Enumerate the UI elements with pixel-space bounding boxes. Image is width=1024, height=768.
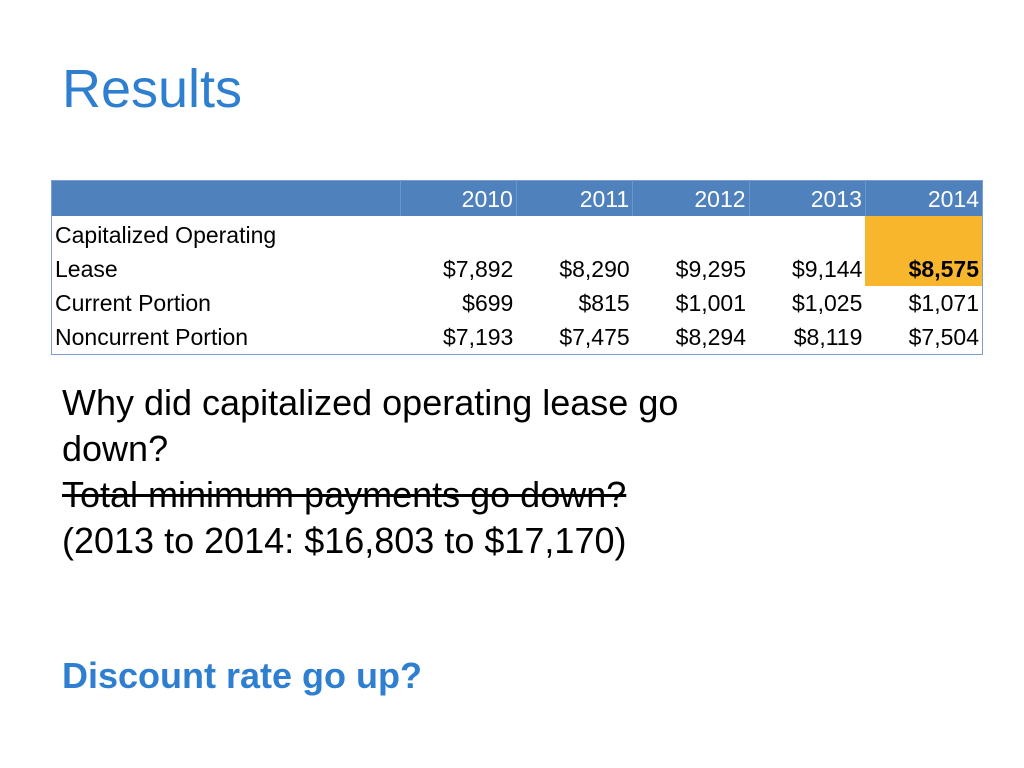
header-2010: 2010 <box>399 180 517 216</box>
struck-line: Total minimum payments go down? <box>62 474 627 515</box>
table-row: Capitalized Operating Lease $7,892 $8,29… <box>52 216 983 286</box>
answer-line: Discount rate go up? <box>62 655 422 696</box>
cell-value: $9,144 <box>792 256 863 282</box>
cell-value: $7,892 <box>442 256 514 282</box>
table-row: Noncurrent Portion $7,193 $7,475 $8,294 … <box>52 320 983 355</box>
row-label-capitalized-operating-lease: Capitalized Operating Lease <box>52 216 401 286</box>
row-label-line1: Capitalized Operating <box>55 222 277 248</box>
cell-value: $1,071 <box>908 290 979 316</box>
cell-value: $8,294 <box>675 324 747 350</box>
cell-value: $7,193 <box>442 324 514 350</box>
table-row: Current Portion $699 $815 $1,001 $1,025 … <box>52 286 983 320</box>
cell-value: $7,475 <box>559 324 630 350</box>
question-line2: down? <box>62 428 169 469</box>
highlighted-cell-value: $8,575 <box>865 216 983 286</box>
cell-value: $8,290 <box>559 256 630 282</box>
detail-line: (2013 to 2014: $16,803 to $17,170) <box>62 520 627 561</box>
cell-value: $815 <box>578 290 630 316</box>
row-label-current-portion: Current Portion <box>55 290 211 316</box>
cell-value: $1,025 <box>792 290 863 316</box>
body-text: Why did capitalized operating lease go d… <box>62 380 882 564</box>
cell-value: $7,504 <box>908 324 979 350</box>
cell-value: $9,295 <box>675 256 747 282</box>
results-table: 2010 2011 2012 2013 2014 Capitalized Ope… <box>51 180 983 355</box>
header-2014: 2014 <box>864 180 983 216</box>
cell-value: $8,119 <box>793 324 863 350</box>
header-2012: 2012 <box>632 180 750 216</box>
row-label-line2: Lease <box>55 256 118 282</box>
header-blank <box>51 180 400 216</box>
row-label-noncurrent-portion: Noncurrent Portion <box>55 324 249 350</box>
question-line1: Why did capitalized operating lease go <box>62 382 679 423</box>
cell-value: $699 <box>462 290 514 316</box>
cell-value: $1,001 <box>675 290 747 316</box>
header-2011: 2011 <box>515 180 633 216</box>
header-2013: 2013 <box>748 180 866 216</box>
slide-title: Results <box>62 59 243 119</box>
table-header-row: 2010 2011 2012 2013 2014 <box>51 180 983 216</box>
